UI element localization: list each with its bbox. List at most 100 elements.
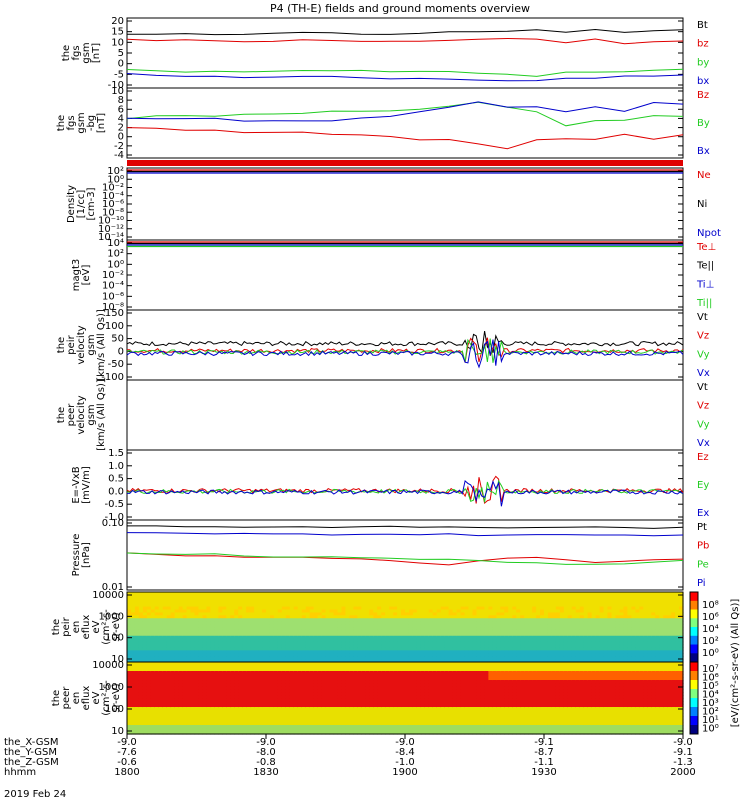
heatmap-cell (238, 716, 243, 720)
heatmap-cell (158, 618, 164, 622)
heatmap-cell (345, 615, 350, 619)
heatmap-cell (369, 597, 374, 602)
heatmap-cell (134, 597, 140, 602)
heatmap-cell (289, 683, 295, 687)
heatmap-cell (333, 644, 339, 649)
heatmap-cell (436, 615, 442, 619)
heatmap-cell (214, 632, 219, 637)
heatmap-cell (512, 606, 517, 611)
heatmap-cell (432, 618, 438, 622)
heatmap-cell (273, 704, 279, 708)
heatmap-cell (301, 713, 307, 717)
heatmap-cell (130, 641, 136, 646)
heatmap-cell (389, 609, 394, 614)
heatmap-cell (222, 592, 227, 596)
heatmap-cell (456, 629, 462, 634)
heatmap-cell (297, 731, 303, 735)
heatmap-cell (408, 638, 414, 643)
heatmap-cell (337, 641, 343, 646)
heatmap-cell (559, 638, 565, 643)
heatmap-cell (655, 615, 660, 619)
heatmap-cell (218, 624, 223, 628)
heatmap-cell (238, 641, 243, 646)
heatmap-cell (679, 627, 684, 631)
heatmap-cell (460, 635, 466, 640)
heatmap-cell (349, 662, 354, 666)
heatmap-cell (381, 647, 386, 651)
heatmap-cell (305, 594, 311, 599)
heatmap-cell (476, 632, 482, 637)
heatmap-cell (262, 600, 267, 605)
heatmap-cell (623, 618, 628, 622)
heatmap-cell (305, 603, 311, 608)
heatmap-cell (206, 653, 211, 657)
heatmap-cell (663, 621, 668, 625)
heatmap-cell (603, 638, 609, 643)
heatmap-cell (520, 597, 525, 602)
heatmap-cell (134, 695, 140, 699)
panel-peer-vel: the peer velocity gsm [km/s (All Qs)] VtVzVyV… (56, 379, 710, 451)
heatmap-cell (619, 638, 625, 643)
heatmap-cell (321, 716, 327, 720)
heatmap-cell (353, 644, 358, 649)
heatmap-cell (432, 638, 438, 643)
heatmap-cell (162, 710, 168, 714)
heatmap-cell (412, 644, 418, 649)
heatmap-cell (262, 594, 267, 599)
heatmap-cell (305, 600, 311, 605)
heatmap-cell (186, 665, 192, 669)
heatmap-cell (166, 674, 172, 678)
heatmap-cell (289, 606, 295, 611)
heatmap-cell (532, 615, 537, 619)
heatmap-cell (242, 592, 247, 596)
heatmap-cell (440, 659, 446, 663)
heatmap-cell (540, 618, 545, 622)
heatmap-cell (178, 710, 184, 714)
heatmap-cell (142, 618, 148, 622)
heatmap-cell (162, 594, 168, 599)
heatmap-cell (420, 644, 426, 649)
heatmap-cell (583, 615, 589, 619)
heatmap-cell (218, 707, 223, 711)
heatmap-cell (663, 653, 668, 657)
heatmap-cell (412, 647, 418, 651)
heatmap-cell (325, 624, 331, 628)
heatmap-cell (154, 728, 160, 732)
heatmap-cell (377, 603, 382, 608)
heatmap-cell (611, 653, 617, 657)
heatmap-cell (389, 615, 394, 619)
heatmap-cell (345, 627, 350, 631)
y-axis-label: fgs (66, 115, 77, 130)
heatmap-cell (210, 609, 215, 614)
heatmap-cell (254, 692, 259, 696)
heatmap-cell (214, 615, 219, 619)
heatmap-cell (242, 698, 247, 702)
heatmap-cell (190, 592, 196, 596)
heatmap-cell (567, 594, 573, 599)
y-tick-label: -4 (114, 150, 124, 161)
heatmap-cell (321, 695, 327, 699)
heatmap-cell (377, 629, 382, 634)
heatmap-cell (317, 609, 323, 614)
heatmap-cell (150, 686, 156, 690)
heatmap-cell (297, 629, 303, 634)
heatmap-cell (301, 609, 307, 614)
heatmap-cell (254, 722, 259, 726)
heatmap-cell (540, 615, 545, 619)
heatmap-cell (162, 632, 168, 637)
heatmap-cell (230, 592, 235, 596)
heatmap-cell (639, 615, 644, 619)
heatmap-cell (420, 629, 426, 634)
heatmap-cell (138, 665, 144, 669)
heatmap-cell (440, 653, 446, 657)
heatmap-cell (516, 603, 521, 608)
heatmap-cell (218, 665, 223, 669)
heatmap-cell (230, 713, 235, 717)
heatmap-cell (305, 710, 311, 714)
heatmap-cell (476, 627, 482, 631)
heatmap-cell (154, 707, 160, 711)
heatmap-cell (230, 627, 235, 631)
heatmap-cell (639, 641, 644, 646)
heatmap-cell (285, 707, 291, 711)
heatmap-cell (194, 707, 200, 711)
